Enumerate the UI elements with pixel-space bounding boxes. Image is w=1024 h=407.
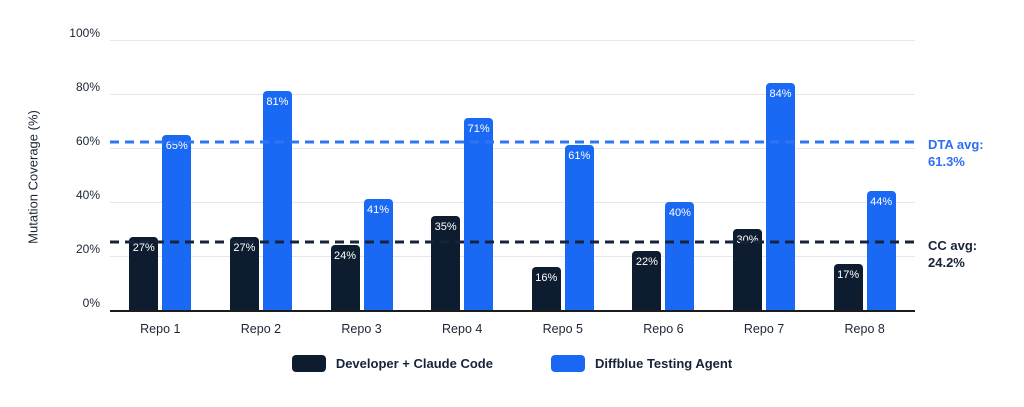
bar-diffblue-testing-agent: 84% bbox=[766, 83, 796, 310]
x-axis-label-repo-2: Repo 2 bbox=[240, 322, 282, 336]
legend-swatch bbox=[291, 355, 326, 372]
gridline-80% bbox=[110, 94, 915, 95]
bar-diffblue-testing-agent: 40% bbox=[665, 202, 695, 310]
gridline-20% bbox=[110, 256, 915, 257]
x-axis-label-repo-3: Repo 3 bbox=[341, 322, 382, 336]
bar-value-label: 35% bbox=[434, 220, 457, 233]
bar-diffblue-testing-agent: 61% bbox=[564, 145, 594, 310]
gridline-60% bbox=[110, 148, 915, 149]
bar-developer-claude-code: 27% bbox=[229, 237, 259, 310]
x-axis-label-repo-5: Repo 5 bbox=[542, 322, 583, 336]
x-axis-label-repo-7: Repo 7 bbox=[743, 322, 785, 336]
bar-value-label: 27% bbox=[132, 242, 155, 255]
annotation-dta-avg-value: 61.3% bbox=[928, 154, 965, 170]
bar-value-label: 41% bbox=[367, 204, 390, 217]
bar-value-label: 61% bbox=[568, 150, 591, 163]
bar-group-repo-2: 27% 81% Repo 2 bbox=[229, 42, 292, 336]
legend-swatch bbox=[550, 355, 585, 372]
annotation-dta-avg: DTA avg: 61.3% bbox=[928, 137, 984, 171]
x-axis-label-repo-1: Repo 1 bbox=[140, 322, 181, 336]
bar-developer-claude-code: 24% bbox=[330, 245, 360, 310]
gridline-40% bbox=[110, 202, 915, 203]
reference-line-dta-avg bbox=[110, 140, 915, 143]
bar-diffblue-testing-agent: 44% bbox=[866, 191, 896, 310]
legend-label: Diffblue Testing Agent bbox=[594, 356, 733, 371]
bar-developer-claude-code: 27% bbox=[129, 237, 159, 310]
plot-area: 0% 20% 40% 60% 80% 100% 27% 65% Repo 1 27% 81% Rep… bbox=[69, 26, 915, 336]
bar-value-label: 81% bbox=[266, 96, 289, 109]
bar-group-repo-7: 30%84%Repo 7 bbox=[733, 42, 796, 336]
bar-group-repo-3: 24% 41% Repo 3 bbox=[330, 42, 393, 336]
annotation-cc-avg: CC avg: 24.2% bbox=[928, 238, 977, 272]
bar-value-label: 17% bbox=[837, 269, 860, 282]
y-tick-label: 0% bbox=[82, 296, 100, 310]
reference-line-cc-avg bbox=[110, 240, 915, 244]
annotation-cc-avg-title: CC avg: bbox=[928, 237, 978, 253]
y-tick-label: 80% bbox=[75, 80, 100, 94]
bar-group-repo-1: 27% 65% Repo 1 bbox=[129, 42, 192, 336]
bar-group-repo-6: 22% 40% Repo 6 bbox=[632, 42, 695, 336]
y-tick-label: 60% bbox=[75, 134, 100, 148]
bar-value-label: 27% bbox=[233, 242, 256, 255]
legend-item-developer-claude-code: Developer + Claude Code bbox=[291, 355, 493, 372]
bar-developer-claude-code: 22% bbox=[632, 250, 662, 310]
x-axis-label-repo-6: Repo 6 bbox=[643, 322, 684, 336]
bar-group-repo-4: 35% 71% Repo 4 bbox=[431, 42, 494, 336]
bar-groups-container: 27% 65% Repo 1 27% 81% Repo 2 24% 41% Repo 3 35% 7… bbox=[110, 42, 915, 336]
y-tick-label: 40% bbox=[75, 188, 100, 202]
bar-value-label: 22% bbox=[635, 255, 658, 268]
bar-diffblue-testing-agent: 81% bbox=[262, 91, 292, 310]
x-axis-label-repo-8: Repo 8 bbox=[844, 322, 885, 336]
bar-value-label: 40% bbox=[668, 207, 691, 219]
bar-value-label: 84% bbox=[769, 88, 792, 101]
bar-value-label: 71% bbox=[467, 123, 490, 136]
bar-diffblue-testing-agent: 65% bbox=[162, 134, 192, 310]
annotation-cc-avg-value: 24.2% bbox=[928, 254, 965, 270]
bar-value-label: 44% bbox=[870, 196, 893, 209]
bar-diffblue-testing-agent: 71% bbox=[464, 118, 494, 310]
bar-value-label: 16% bbox=[535, 271, 558, 284]
y-tick-label: 20% bbox=[75, 242, 100, 256]
bar-developer-claude-code: 17% bbox=[833, 264, 863, 310]
x-axis-label-repo-4: Repo 4 bbox=[442, 322, 483, 336]
y-tick-label: 100% bbox=[69, 26, 100, 40]
legend-item-diffblue-testing-agent: Diffblue Testing Agent bbox=[550, 355, 733, 372]
legend: Developer + Claude Code Diffblue Testing … bbox=[0, 355, 1024, 372]
annotation-dta-avg-title: DTA avg: bbox=[928, 137, 984, 153]
bar-value-label: 24% bbox=[334, 250, 357, 263]
legend-label: Developer + Claude Code bbox=[335, 356, 493, 371]
bar-developer-claude-code: 16% bbox=[531, 266, 561, 310]
bar-group-repo-5: 16% 61% Repo 5 bbox=[531, 42, 594, 336]
bar-diffblue-testing-agent: 41% bbox=[363, 199, 393, 310]
y-axis-title: Mutation Coverage (%) bbox=[25, 110, 41, 244]
gridline-100% bbox=[110, 40, 915, 41]
bar-developer-claude-code: 35% bbox=[431, 215, 461, 310]
bar-group-repo-8: 17% 44% Repo 8 bbox=[833, 42, 896, 336]
